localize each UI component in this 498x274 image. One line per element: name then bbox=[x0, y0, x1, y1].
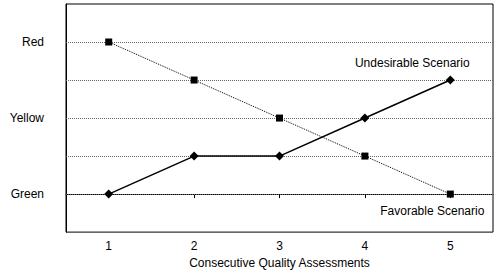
svg-text:Consecutive Quality Assessment: Consecutive Quality Assessments bbox=[189, 256, 370, 270]
svg-text:Undesirable Scenario: Undesirable Scenario bbox=[355, 56, 470, 70]
svg-text:Favorable Scenario: Favorable Scenario bbox=[380, 204, 484, 218]
svg-text:1: 1 bbox=[105, 239, 112, 253]
svg-text:5: 5 bbox=[447, 239, 454, 253]
svg-text:Yellow: Yellow bbox=[10, 111, 45, 125]
svg-text:Green: Green bbox=[11, 187, 44, 201]
svg-text:Red: Red bbox=[22, 35, 44, 49]
svg-text:3: 3 bbox=[276, 239, 283, 253]
svg-text:4: 4 bbox=[362, 239, 369, 253]
svg-text:2: 2 bbox=[191, 239, 198, 253]
